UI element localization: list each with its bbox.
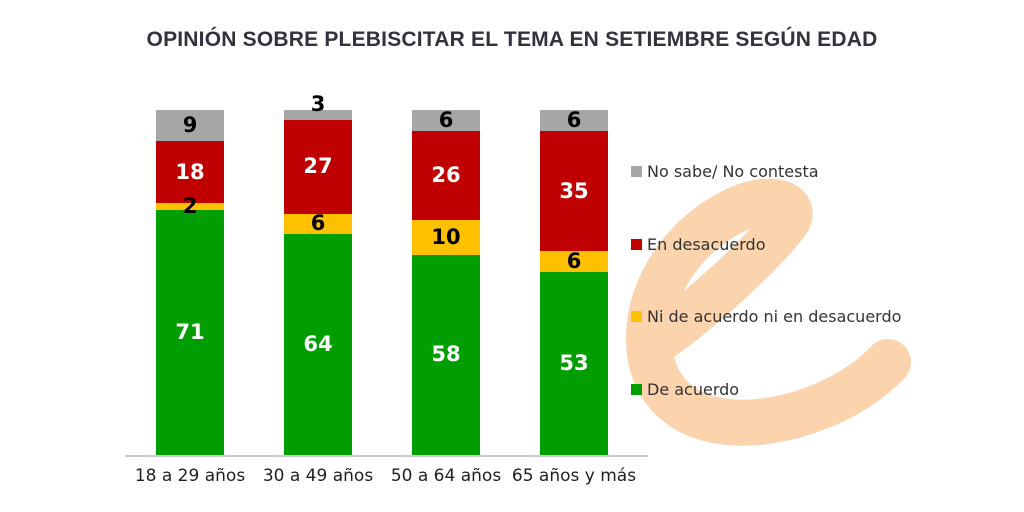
bar-segment: 64 [284,234,352,455]
plot-area: 71 2 18 9 64 6 27 3 58 10 26 6 53 6 35 6 [125,94,648,457]
bar-segment: 26 [412,130,480,221]
bar-value-label: 35 [559,178,589,203]
bar-segment: 6 [540,249,608,274]
legend-swatch-icon [631,384,642,395]
bar-segment: 18 [156,141,224,204]
legend-item: No sabe/ No contesta [631,162,819,181]
bar-value-label: 2 [182,194,198,219]
bar-value-label: 10 [431,225,461,250]
watermark-e-icon [626,178,911,446]
bar-value-label: 27 [303,154,333,179]
legend-item: De acuerdo [631,380,739,399]
bar-segment: 2 [156,196,224,217]
bar-segment: 6 [284,211,352,236]
bar-column: 71 2 18 9 [156,110,224,455]
bar-value-label: 3 [310,92,326,116]
bar-column: 53 6 35 6 [540,107,608,455]
x-axis-label: 50 a 64 años [390,466,502,486]
bar-value-label: 26 [431,163,461,188]
bar-value-label: 53 [559,351,589,376]
bar-segment [284,110,352,121]
bar-value-label: 6 [566,249,582,274]
bar-value-label: 6 [566,107,582,132]
x-axis-label: 18 a 29 años [134,466,246,486]
x-axis-label: 65 años y más [511,466,637,486]
bar-value-label: 9 [182,113,198,138]
legend-swatch-icon [631,311,642,322]
bar-value-label: 18 [175,159,205,184]
legend-item: En desacuerdo [631,235,766,254]
bar-segment: 58 [412,254,480,455]
legend-swatch-icon [631,166,642,177]
bar-segment: 27 [284,120,352,214]
legend-label: No sabe/ No contesta [647,162,819,181]
legend-item: Ni de acuerdo ni en desacuerdo [631,307,901,326]
bar-value-label: 58 [431,342,461,367]
legend-label: En desacuerdo [647,235,766,254]
bar-segment: 9 [156,110,224,142]
bar-value-label: 71 [175,320,205,345]
bar-column: 64 6 27 3 [284,94,352,455]
bar-segment: 53 [540,272,608,455]
legend-label: De acuerdo [647,380,740,399]
bar-segment: 71 [156,210,224,455]
bar-value-label: 64 [303,332,333,357]
legend-label: Ni de acuerdo ni en desacuerdo [647,307,902,326]
bar-column: 58 10 26 6 [412,107,480,455]
bar-value-label: 6 [438,107,454,132]
legend-swatch-icon [631,239,642,250]
bar-value-label: 6 [310,211,326,236]
bar-segment: 6 [412,107,480,132]
bar-segment: 35 [540,130,608,252]
x-axis-label: 30 a 49 años [262,466,374,486]
bar-segment: 10 [412,220,480,255]
chart-title: OPINIÓN SOBRE PLEBISCITAR EL TEMA EN SET… [146,28,878,51]
bar-segment: 6 [540,107,608,132]
